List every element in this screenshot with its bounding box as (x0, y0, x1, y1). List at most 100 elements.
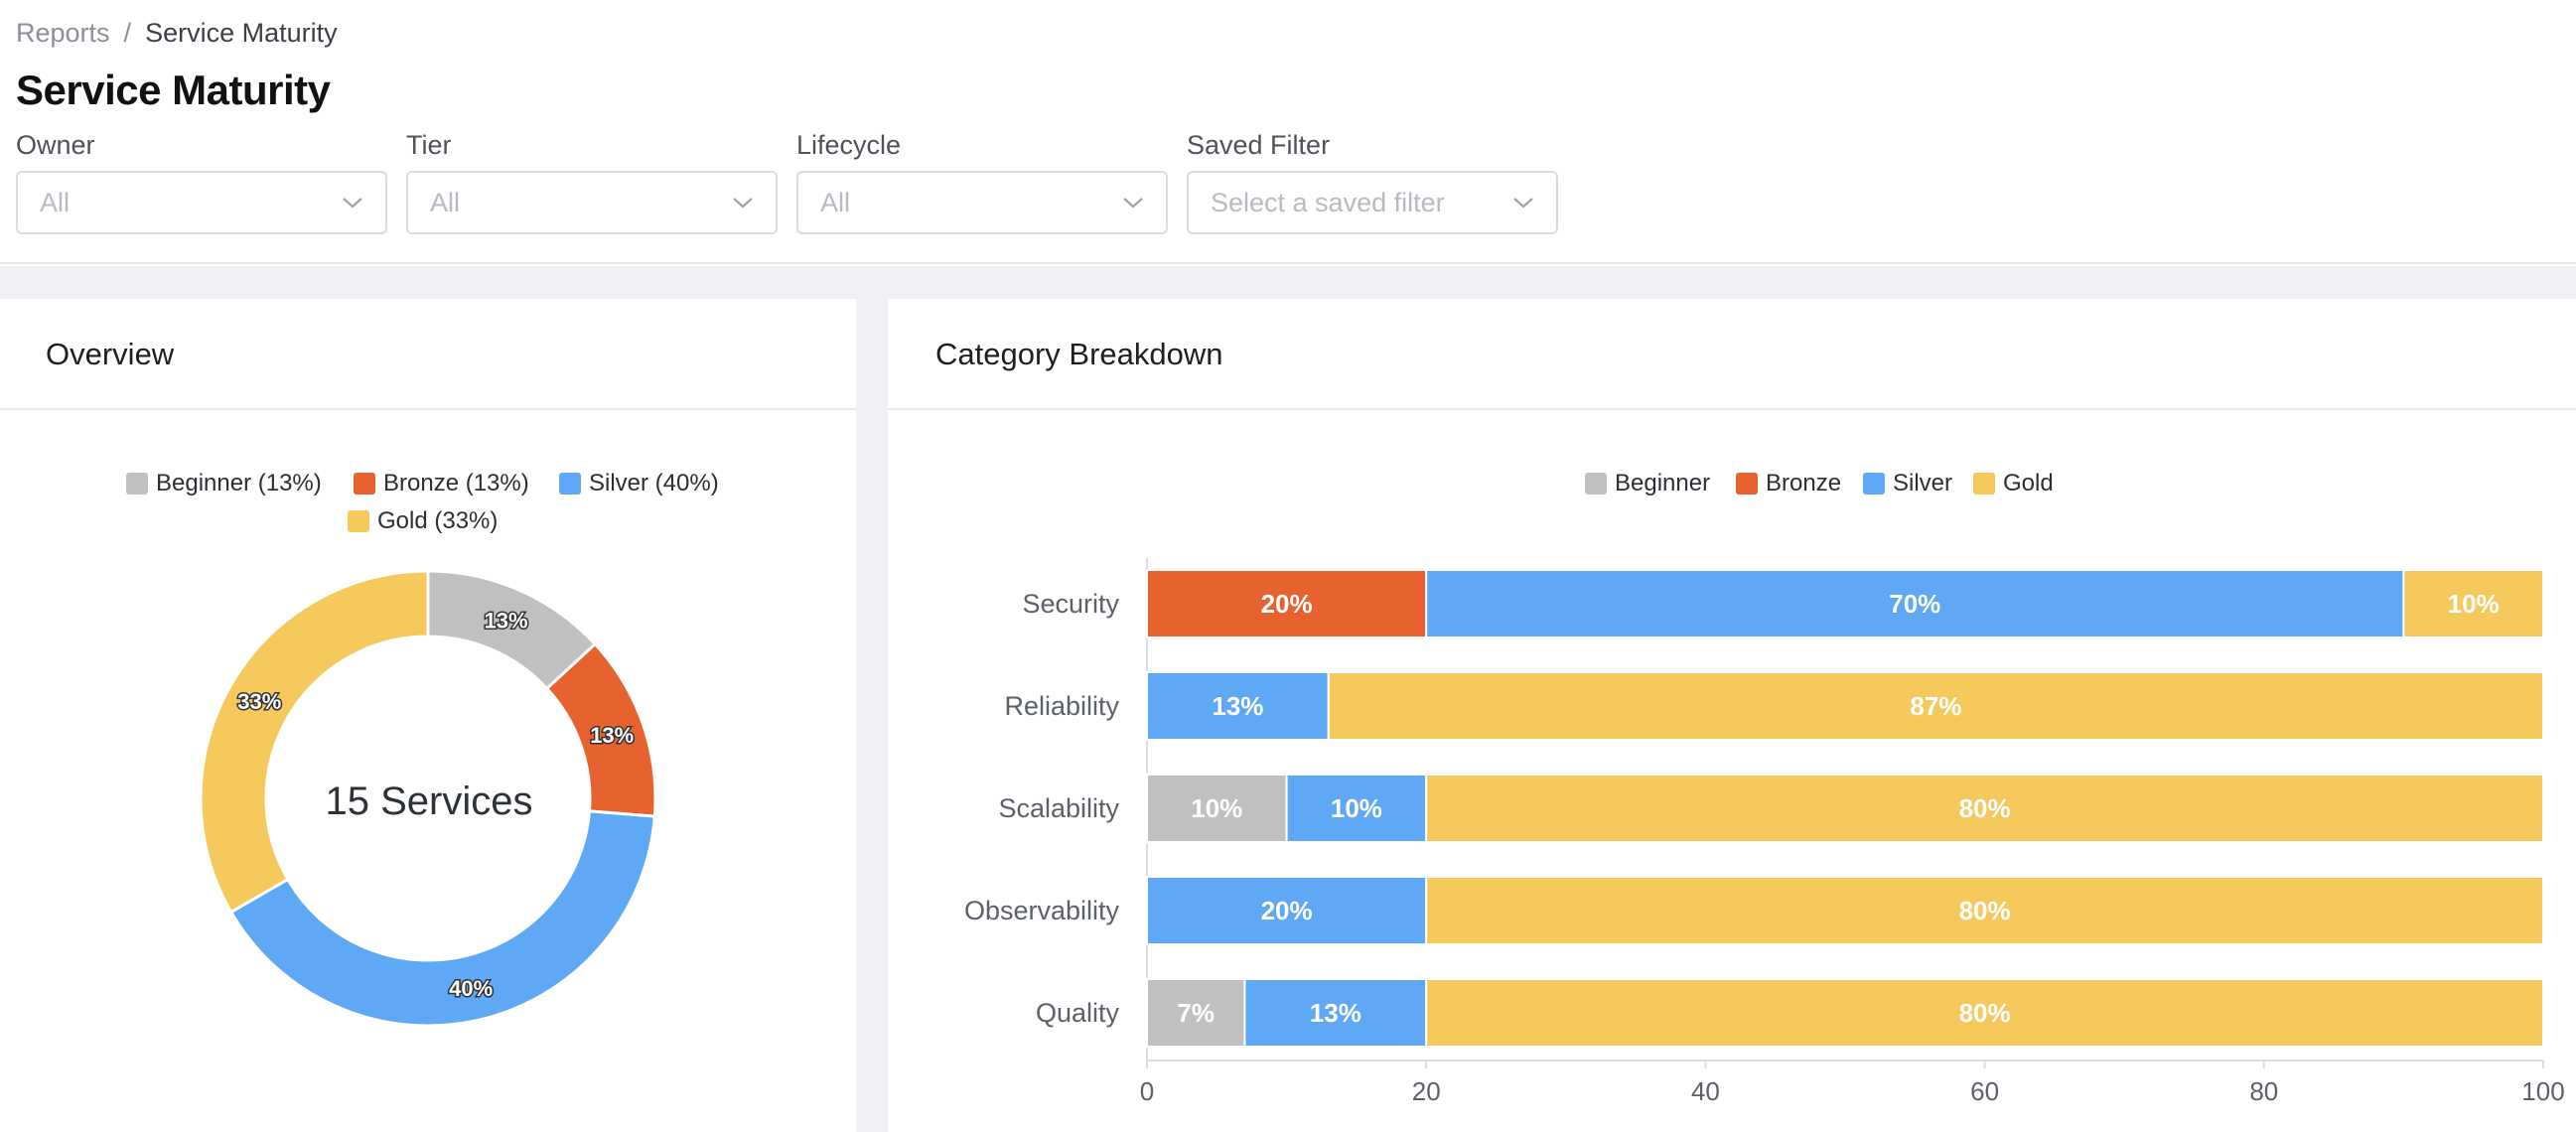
legend-item-beginner[interactable]: Beginner (13%) (126, 469, 322, 498)
legend-swatch (1585, 473, 1607, 495)
page-header: Reports / Service Maturity Service Maturit… (0, 0, 2576, 264)
x-tick-label: 40 (1691, 1076, 1720, 1106)
bar-segment-observability-gold[interactable] (1425, 876, 2545, 945)
category-label-observability: Observability (964, 896, 1120, 925)
bar-value-label: 10% (2448, 589, 2500, 619)
legend-swatch (354, 473, 375, 495)
overview-title: Overview (46, 337, 175, 371)
legend-swatch (1863, 473, 1885, 495)
bar-segment-quality-beginner[interactable] (1146, 978, 1246, 1048)
legend-swatch (1736, 473, 1758, 495)
donut-slice-label: 13% (590, 723, 634, 748)
bar-segment-security-bronze[interactable] (1146, 569, 1428, 638)
legend-item-bronze[interactable]: Bronze (13%) (354, 469, 529, 498)
legend-label: Beginner (13%) (156, 470, 322, 496)
chevron-down-icon (733, 198, 753, 209)
legend-item-gold[interactable]: Gold (33%) (348, 506, 498, 536)
category-breakdown-divider (888, 408, 2576, 410)
breadcrumb-separator: / (123, 18, 132, 48)
donut-center-label: 15 Services (325, 779, 533, 823)
bar-value-label: 7% (1177, 998, 1215, 1028)
lifecycle-filter: Lifecycle All (796, 127, 1168, 234)
chevron-down-icon (1513, 198, 1533, 209)
x-tick-label: 60 (1970, 1076, 1999, 1106)
bar-value-label: 10% (1331, 793, 1382, 823)
legend-swatch (559, 473, 581, 495)
saved-filter-placeholder: Select a saved filter (1211, 188, 1445, 217)
bar-segment-quality-silver[interactable] (1243, 978, 1428, 1048)
bar-value-label: 13% (1212, 691, 1263, 721)
legend-label: Gold (2003, 470, 2054, 496)
bar-segment-security-silver[interactable] (1425, 569, 2405, 638)
legend-label: Silver (40%) (589, 470, 719, 496)
bar-value-label: 20% (1261, 896, 1313, 925)
bar-segment-reliability-silver[interactable] (1146, 671, 1330, 741)
x-tick-label: 0 (1140, 1076, 1154, 1106)
bar-segment-observability-silver[interactable] (1146, 876, 1428, 945)
legend-label: Silver (1893, 470, 1953, 496)
legend-item-silver[interactable]: Silver (1863, 469, 1952, 498)
category-breakdown-title: Category Breakdown (935, 337, 1223, 371)
bar-value-label: 80% (1959, 896, 2011, 925)
legend-item-silver[interactable]: Silver (40%) (559, 469, 719, 498)
overview-legend: Beginner (13%) Bronze (13%) Silver (40%)… (0, 299, 856, 557)
bar-segment-security-gold[interactable] (2402, 569, 2545, 638)
legend-swatch (1973, 473, 1995, 495)
saved-filter: Saved Filter Select a saved filter (1187, 127, 1558, 234)
legend-label: Bronze (1766, 470, 1842, 496)
chevron-down-icon (1123, 198, 1143, 209)
x-tick-label: 20 (1412, 1076, 1441, 1106)
category-breakdown-card: Category Breakdown Beginner Bronze Silve… (888, 299, 2576, 1132)
lifecycle-select-value: All (820, 188, 851, 217)
category-label-security: Security (1022, 589, 1119, 619)
owner-filter-label: Owner (16, 130, 95, 160)
tier-select[interactable]: All (406, 171, 778, 234)
donut-slice-silver[interactable] (228, 809, 656, 1028)
overview-divider (0, 408, 856, 410)
saved-filter-select[interactable]: Select a saved filter (1187, 171, 1558, 234)
owner-select-value: All (40, 188, 71, 217)
tier-select-value: All (430, 188, 461, 217)
lifecycle-select[interactable]: All (796, 171, 1168, 234)
chevron-down-icon (343, 198, 362, 209)
legend-item-beginner[interactable]: Beginner (1585, 469, 1710, 498)
x-tick-label: 80 (2249, 1076, 2278, 1106)
breadcrumb-current: Service Maturity (145, 18, 338, 48)
bar-value-label: 80% (1959, 793, 2011, 823)
bar-value-label: 70% (1889, 589, 1940, 619)
category-label-reliability: Reliability (1004, 691, 1119, 721)
donut-slice-label: 33% (237, 689, 281, 714)
bar-value-label: 20% (1261, 589, 1313, 619)
legend-item-bronze[interactable]: Bronze (1736, 469, 1841, 498)
legend-label: Bronze (13%) (383, 470, 529, 496)
saved-filter-label: Saved Filter (1187, 130, 1331, 160)
bar-segment-quality-gold[interactable] (1425, 978, 2545, 1048)
bar-segment-scalability-silver[interactable] (1285, 774, 1428, 843)
breadcrumb-link-reports[interactable]: Reports (16, 18, 110, 48)
legend-item-gold[interactable]: Gold (1973, 469, 2054, 498)
category-breakdown-bar-chart: 0 20 40 60 80 100 Security 20% 70% 10% Reliability… (964, 558, 2565, 1106)
owner-filter: Owner All (16, 127, 387, 234)
legend-swatch (348, 510, 369, 532)
bar-segment-scalability-gold[interactable] (1425, 774, 2545, 843)
x-tick-label: 100 (2521, 1076, 2564, 1106)
breadcrumb: Reports / Service Maturity (16, 15, 338, 51)
bar-value-label: 80% (1959, 998, 2011, 1028)
category-label-quality: Quality (1036, 998, 1120, 1028)
bar-segment-reliability-gold[interactable] (1327, 671, 2544, 741)
donut-slice-label: 40% (449, 976, 493, 1001)
legend-swatch (126, 473, 148, 495)
owner-select[interactable]: All (16, 171, 387, 234)
donut-slice-gold[interactable] (199, 569, 430, 915)
legend-label: Beginner (1615, 470, 1711, 496)
page-title: Service Maturity (16, 67, 331, 113)
tier-filter-label: Tier (406, 130, 452, 160)
lifecycle-filter-label: Lifecycle (796, 130, 902, 160)
bar-value-label: 87% (1910, 691, 1961, 721)
tier-filter: Tier All (406, 127, 778, 234)
category-breakdown-legend: Beginner Bronze Silver Gold (888, 299, 2576, 557)
category-label-scalability: Scalability (998, 793, 1119, 823)
legend-label: Gold (33%) (377, 507, 499, 534)
bar-value-label: 13% (1310, 998, 1361, 1028)
bar-value-label: 10% (1191, 793, 1242, 823)
